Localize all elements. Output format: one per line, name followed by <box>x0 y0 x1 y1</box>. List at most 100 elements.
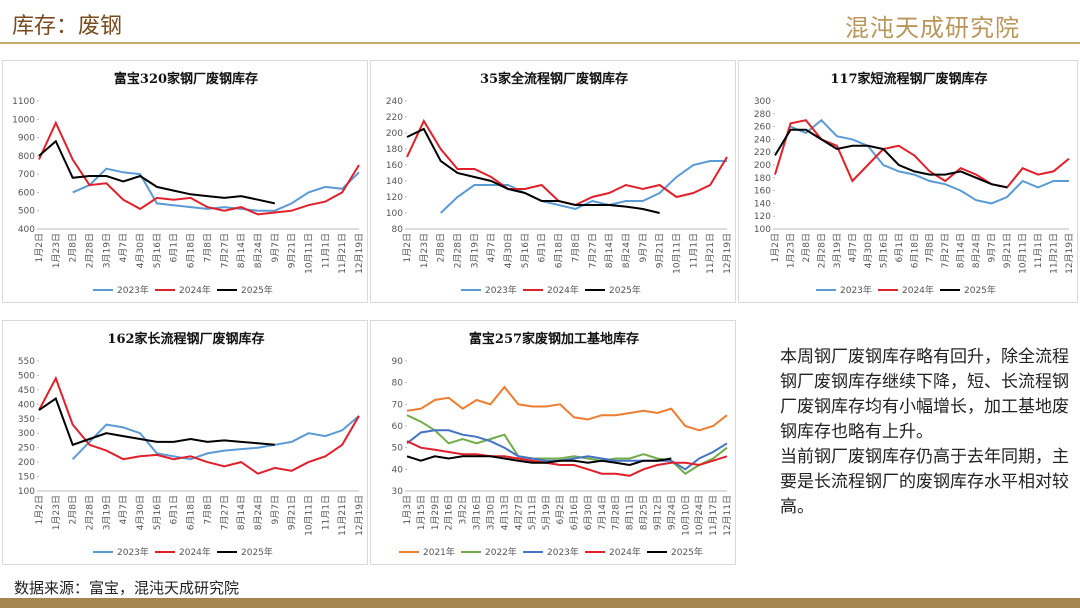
y-tick-label: 200 <box>386 129 403 139</box>
y-tick-label: 1100 <box>12 97 35 107</box>
x-tick-label: 2月8日 <box>68 233 79 262</box>
x-tick-label: 1月2日 <box>34 495 45 524</box>
x-tick-label: 7月28日 <box>611 495 622 530</box>
x-tick-label: 3月30日 <box>485 495 496 530</box>
y-tick-label: 450 <box>18 386 35 396</box>
x-tick-label: 7月27日 <box>219 233 230 268</box>
x-tick-label: 8月14日 <box>604 233 615 268</box>
x-tick-label: 11月21日 <box>1049 233 1060 274</box>
x-tick-label: 4月13日 <box>499 495 510 530</box>
x-tick-label: 6月2日 <box>555 495 566 524</box>
y-tick-label: 80 <box>392 225 404 235</box>
x-tick-label: 9月7日 <box>270 495 281 524</box>
x-tick-label: 8月24日 <box>253 233 264 268</box>
x-tick-label: 6月18日 <box>554 233 565 268</box>
line-series <box>38 397 275 447</box>
x-tick-label: 6月18日 <box>186 495 197 530</box>
x-tick-label: 11月21日 <box>705 233 716 274</box>
line-series <box>406 385 728 432</box>
x-tick-label: 8月24日 <box>621 233 632 268</box>
x-tick-label: 2月28日 <box>85 233 96 268</box>
y-tick-label: 240 <box>386 97 403 107</box>
x-tick-label: 10月10日 <box>680 495 691 536</box>
x-tick-label: 4月7日 <box>486 233 497 262</box>
x-tick-label: 4月30日 <box>503 233 514 268</box>
x-tick-label: 11月1日 <box>1033 233 1044 268</box>
x-tick-label: 1月23日 <box>785 233 796 268</box>
legend-label: 2024年 <box>902 284 934 296</box>
line-series <box>406 118 728 207</box>
x-tick-label: 8月25日 <box>639 495 650 530</box>
chart-title: 35家全流程钢厂废钢库存 <box>480 71 628 87</box>
line-series <box>71 415 360 461</box>
y-tick-label: 500 <box>18 207 35 217</box>
y-tick-label: 240 <box>754 135 771 145</box>
y-tick-label: 70 <box>392 400 404 410</box>
x-tick-label: 9月7日 <box>638 233 649 262</box>
x-tick-label: 9月7日 <box>987 233 998 262</box>
x-tick-label: 6月1日 <box>537 233 548 262</box>
x-tick-label: 1月23日 <box>51 495 62 530</box>
legend-label: 2023年 <box>485 284 517 296</box>
line-series <box>774 128 1008 189</box>
chart-title: 富宝257家废钢加工基地库存 <box>469 331 639 347</box>
x-tick-label: 10月11日 <box>671 233 682 274</box>
y-tick-label: 700 <box>18 170 35 180</box>
x-tick-label: 1月23日 <box>419 233 430 268</box>
paragraph: 本周钢厂废钢库存略有回升，除全流程钢厂废钢库存继续下降，短、长流程钢厂废钢库存均… <box>780 347 1069 442</box>
y-tick-label: 200 <box>18 458 35 468</box>
x-tick-label: 6月1日 <box>894 233 905 262</box>
x-tick-label: 7月8日 <box>570 233 581 262</box>
x-tick-label: 1月29日 <box>430 495 441 530</box>
x-tick-label: 3月19日 <box>469 233 480 268</box>
chart-title: 162家长流程钢厂废钢库存 <box>107 331 264 347</box>
x-tick-label: 10月11日 <box>303 233 314 274</box>
x-tick-label: 10月24日 <box>694 495 705 536</box>
header-rule <box>0 42 1080 44</box>
x-tick-label: 1月2日 <box>402 233 413 262</box>
x-tick-label: 7月14日 <box>597 495 608 530</box>
x-tick-label: 7月27日 <box>587 233 598 268</box>
x-tick-label: 9月24日 <box>666 495 677 530</box>
x-tick-label: 9月7日 <box>270 233 281 262</box>
x-tick-label: 6月30日 <box>583 495 594 530</box>
y-tick-label: 400 <box>18 400 35 410</box>
x-tick-label: 9月21日 <box>655 233 666 268</box>
x-tick-label: 11月1日 <box>320 233 331 268</box>
x-tick-label: 2月28日 <box>453 233 464 268</box>
legend-label: 2024年 <box>547 284 579 296</box>
x-tick-label: 6月18日 <box>186 233 197 268</box>
y-tick-label: 160 <box>754 187 771 197</box>
y-tick-label: 220 <box>386 113 403 123</box>
y-tick-label: 600 <box>18 188 35 198</box>
x-tick-label: 2月8日 <box>436 233 447 262</box>
x-tick-label: 3月2日 <box>458 495 469 524</box>
x-tick-label: 2月8日 <box>68 495 79 524</box>
x-tick-label: 4月7日 <box>118 495 129 524</box>
y-tick-label: 300 <box>18 429 35 439</box>
line-series <box>38 139 276 205</box>
y-tick-label: 150 <box>18 473 35 483</box>
y-tick-label: 120 <box>754 212 771 222</box>
x-tick-label: 6月16日 <box>569 495 580 530</box>
line-series <box>790 118 1069 205</box>
logo: 混沌天成研究院 <box>845 14 1020 42</box>
y-tick-label: 300 <box>754 97 771 107</box>
x-tick-label: 11月17日 <box>708 495 719 536</box>
x-tick-label: 7月27日 <box>940 233 951 268</box>
x-tick-label: 9月21日 <box>287 495 298 530</box>
page-title: 库存：废钢 <box>12 14 123 39</box>
y-tick-label: 260 <box>754 123 771 133</box>
x-tick-label: 7月27日 <box>219 495 230 530</box>
x-tick-label: 12月11日 <box>722 495 733 536</box>
x-tick-label: 4月30日 <box>863 233 874 268</box>
legend-label: 2025年 <box>241 546 273 558</box>
x-tick-label: 8月14日 <box>956 233 967 268</box>
x-tick-label: 8月24日 <box>253 495 264 530</box>
x-tick-label: 2月16日 <box>444 495 455 530</box>
x-tick-label: 5月16日 <box>520 233 531 268</box>
y-tick-label: 90 <box>392 357 404 367</box>
legend-label: 2023年 <box>547 546 579 558</box>
x-tick-label: 12月19日 <box>722 233 733 274</box>
x-tick-label: 9月21日 <box>287 233 298 268</box>
